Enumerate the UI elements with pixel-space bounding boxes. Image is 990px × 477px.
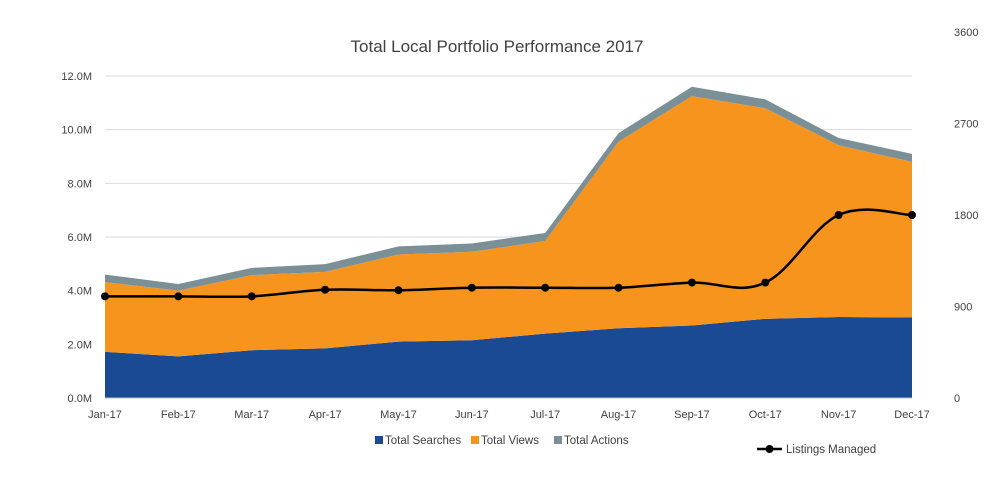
- line-series-listings-managed: [104, 208, 913, 299]
- x-tick-label: Nov-17: [821, 409, 856, 421]
- chart-title: Total Local Portfolio Performance 2017: [351, 37, 644, 56]
- x-tick-label: Jul-17: [530, 409, 560, 421]
- legend-label: Total Searches: [385, 435, 461, 447]
- y-right-tick-label: 900: [954, 302, 972, 314]
- area-series-total-views: [105, 96, 912, 357]
- x-tick-label: May-17: [380, 409, 417, 421]
- line-point: [687, 278, 696, 287]
- line-point: [834, 211, 843, 219]
- line-point: [174, 292, 183, 301]
- line-point: [614, 283, 623, 292]
- legend-label: Total Actions: [564, 435, 629, 447]
- x-tick-label: Jan-17: [88, 409, 122, 421]
- legend-swatch: [471, 436, 479, 444]
- area-series-total-searches: [105, 316, 912, 398]
- legend-label: Total Views: [481, 435, 539, 447]
- x-tick-label: Oct-17: [749, 409, 782, 421]
- line-point: [761, 278, 770, 287]
- line-point: [321, 285, 330, 294]
- legend-item: Total Searches: [375, 435, 461, 447]
- legend-swatch: [554, 436, 562, 444]
- y-left-tick-label: 4.0M: [68, 286, 92, 298]
- y-right-tick-label: 3600: [954, 27, 978, 39]
- y-left-tick-label: 8.0M: [68, 178, 92, 190]
- y-right-tick-label: 2700: [954, 119, 978, 131]
- legend-item-line: Listings Managed: [757, 444, 876, 456]
- legend-item: Total Actions: [554, 435, 629, 447]
- line-point: [467, 283, 476, 292]
- y-left-tick-label: 12.0M: [61, 71, 92, 83]
- line-point: [541, 283, 550, 292]
- x-tick-label: Aug-17: [601, 409, 636, 421]
- y-left-tick-label: 10.0M: [61, 125, 92, 137]
- legend-swatch: [375, 436, 383, 444]
- y-right-tick-label: 0: [954, 393, 960, 405]
- x-tick-label: Sep-17: [674, 409, 709, 421]
- legend-label: Listings Managed: [786, 444, 876, 456]
- x-tick-label: Dec-17: [894, 409, 929, 421]
- x-tick-label: Jun-17: [455, 409, 489, 421]
- y-left-tick-label: 6.0M: [68, 232, 92, 244]
- x-tick-label: Mar-17: [234, 409, 269, 421]
- line-point: [247, 292, 256, 301]
- y-right-tick-label: 1800: [954, 210, 978, 222]
- x-tick-label: Apr-17: [309, 409, 342, 421]
- x-tick-label: Feb-17: [161, 409, 196, 421]
- line-point: [908, 211, 916, 219]
- y-left-tick-label: 2.0M: [68, 339, 92, 351]
- legend-item: Total Views: [471, 435, 539, 447]
- legend-line-marker: [765, 445, 774, 453]
- line-point: [101, 292, 109, 301]
- line-point: [394, 286, 403, 295]
- y-left-tick-label: 0.0M: [68, 393, 92, 405]
